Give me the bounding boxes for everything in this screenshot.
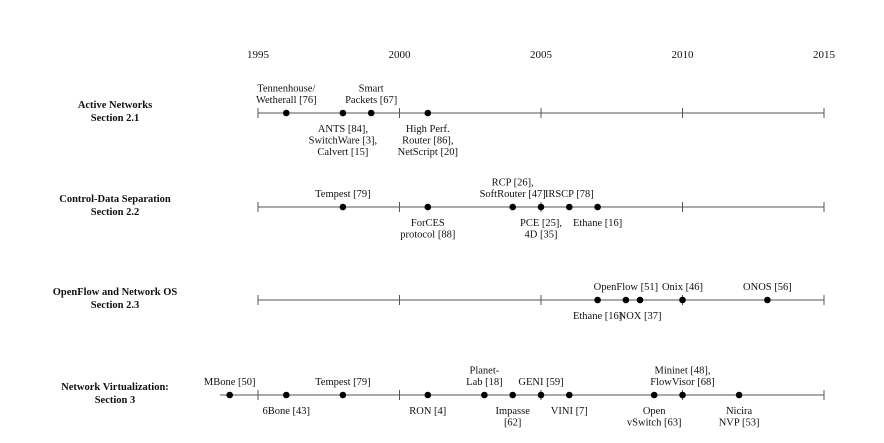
event-marker	[424, 203, 432, 211]
event-marker	[424, 109, 432, 117]
event-label: Impasse	[495, 406, 530, 417]
event-marker	[509, 203, 516, 211]
event-marker	[566, 203, 573, 211]
event-label: Open	[643, 406, 666, 417]
section-title-active: Section 2.1	[91, 113, 139, 124]
event-marker	[764, 296, 771, 304]
section-title-active: Active Networks	[78, 100, 152, 111]
year-label-1995: 1995	[247, 49, 270, 61]
event-label: High Perf.	[406, 124, 450, 135]
event-label: vSwitch [63]	[627, 418, 682, 429]
year-label-2005: 2005	[530, 49, 553, 61]
event-label: SoftRouter [47]	[480, 189, 546, 200]
event-label: 6Bone [43]	[263, 406, 311, 417]
event-marker	[679, 296, 686, 304]
event-label: Packets [67]	[345, 95, 397, 106]
event-label: FlowVisor [68]	[650, 377, 714, 388]
event-label: 4D [35]	[525, 230, 558, 241]
event-label: IRSCP [78]	[545, 189, 594, 200]
event-marker	[622, 296, 630, 304]
event-marker	[679, 391, 686, 399]
section-title-openflow: OpenFlow and Network OS	[53, 287, 178, 298]
event-label: Onix [46]	[662, 282, 703, 293]
event-label: NOX [37]	[619, 311, 662, 322]
section-title-control-data: Control-Data Separation	[59, 194, 171, 205]
event-label: ONOS [56]	[743, 282, 792, 293]
section-title-virtualization: Network Virtualization:	[61, 382, 169, 393]
event-label: protocol [88]	[400, 230, 455, 241]
event-label: [62]	[504, 418, 522, 429]
event-marker	[283, 391, 290, 399]
event-label: Ethane [16]	[573, 311, 622, 322]
event-marker	[509, 391, 516, 399]
event-marker	[735, 391, 743, 399]
event-marker	[339, 109, 347, 117]
event-label: Mininet [48],	[655, 366, 711, 377]
event-label: SwitchWare [3],	[309, 136, 378, 147]
section-title-openflow: Section 2.3	[91, 300, 139, 311]
event-label: Tennenhouse/	[257, 84, 315, 95]
event-label: Ethane [16]	[573, 218, 622, 229]
event-marker	[481, 391, 488, 399]
event-label: Router [86],	[402, 136, 453, 147]
event-marker	[537, 391, 545, 399]
event-label: Planet-	[470, 366, 500, 377]
event-marker	[339, 391, 347, 399]
event-marker	[537, 203, 545, 211]
event-label: OpenFlow [51]	[594, 282, 658, 293]
event-label: Calvert [15]	[317, 147, 368, 158]
event-label: PCE [25],	[520, 218, 562, 229]
event-label: NVP [53]	[719, 418, 760, 429]
event-label: MBone [50]	[204, 377, 256, 388]
event-label: RCP [26],	[492, 178, 534, 189]
event-label: Tempest [79]	[315, 377, 371, 388]
year-label-2015: 2015	[813, 49, 836, 61]
event-label: ANTS [84],	[318, 124, 368, 135]
event-label: NetScript [20]	[398, 147, 458, 158]
event-marker	[594, 296, 601, 304]
event-label: VINI [7]	[551, 406, 588, 417]
event-marker	[594, 203, 601, 211]
event-label: Smart	[359, 84, 384, 95]
section-title-control-data: Section 2.2	[91, 207, 139, 218]
event-marker	[226, 391, 233, 399]
event-marker	[339, 203, 347, 211]
event-label: Nicira	[726, 406, 753, 417]
event-label: Wetherall [76]	[256, 95, 317, 106]
event-marker	[424, 391, 432, 399]
event-marker	[367, 109, 375, 117]
event-label: RON [4]	[409, 406, 446, 417]
event-label: ForCES	[411, 218, 445, 229]
event-marker	[283, 109, 290, 117]
year-label-2010: 2010	[672, 49, 695, 61]
event-marker	[636, 296, 644, 304]
event-label: Lab [18]	[466, 377, 502, 388]
event-marker	[566, 391, 573, 399]
section-title-virtualization: Section 3	[95, 395, 136, 406]
event-marker	[650, 391, 658, 399]
year-label-2000: 2000	[389, 49, 412, 61]
event-label: Tempest [79]	[315, 189, 371, 200]
event-label: GENI [59]	[518, 377, 563, 388]
